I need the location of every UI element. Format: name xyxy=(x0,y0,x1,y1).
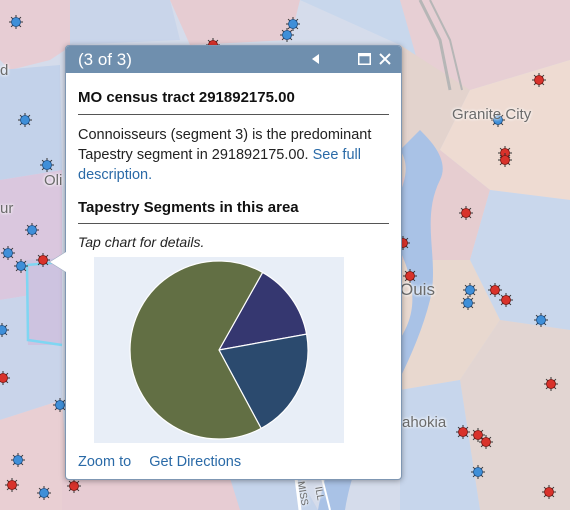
close-button[interactable] xyxy=(377,51,393,67)
map-marker xyxy=(37,486,51,500)
map-marker xyxy=(280,28,294,42)
map-label-ur: ur xyxy=(0,200,14,217)
map-marker xyxy=(471,428,485,442)
pie-slice[interactable] xyxy=(218,333,309,430)
map-marker xyxy=(40,158,54,172)
close-icon xyxy=(379,53,391,65)
map-region xyxy=(70,0,180,45)
info-popup: (3 of 3) MO census tract 291892175.00 Co… xyxy=(50,45,402,480)
map-marker xyxy=(36,253,50,267)
map-marker xyxy=(403,269,417,283)
map-markers xyxy=(0,15,558,500)
pie-slice[interactable] xyxy=(129,260,264,440)
map-marker xyxy=(542,485,556,499)
map-marker xyxy=(463,283,477,297)
map-marker xyxy=(479,435,493,449)
map-marker xyxy=(532,73,546,87)
map-marker xyxy=(491,113,505,127)
popup-actions: Zoom to Get Directions xyxy=(78,454,255,470)
map-region xyxy=(400,380,480,510)
map-marker xyxy=(459,206,473,220)
map-marker xyxy=(498,153,512,167)
segment-description: Connoisseurs (segment 3) is the predomin… xyxy=(78,125,389,185)
maximize-icon xyxy=(357,53,371,65)
popup-pointer xyxy=(50,252,66,272)
map-marker xyxy=(5,478,19,492)
map-region xyxy=(400,0,570,90)
segments-heading: Tapestry Segments in this area xyxy=(78,199,389,224)
map-marker xyxy=(499,293,513,307)
map-marker xyxy=(67,479,81,493)
see-full-description-link[interactable]: See full description. xyxy=(78,147,361,183)
map-marker xyxy=(471,465,485,479)
map-marker xyxy=(1,246,15,260)
previous-feature-button[interactable] xyxy=(308,51,324,67)
map-region xyxy=(170,0,300,45)
description-text: Connoisseurs (segment 3) is the predomin… xyxy=(78,127,372,163)
map-marker xyxy=(11,453,25,467)
maximize-button[interactable] xyxy=(356,51,372,67)
map-marker xyxy=(286,17,300,31)
map-label-ill: ILL xyxy=(312,485,326,502)
tapestry-pie-chart[interactable] xyxy=(94,257,344,443)
map-region xyxy=(460,320,570,510)
map-label-cahokia: ahokia xyxy=(402,414,447,431)
tap-chart-hint: Tap chart for details. xyxy=(78,234,205,250)
map-marker xyxy=(18,113,32,127)
map-marker xyxy=(25,223,39,237)
map-region xyxy=(0,65,62,180)
map-label-oli: Oli xyxy=(44,172,63,189)
pie-chart-svg[interactable] xyxy=(94,257,344,443)
map-region xyxy=(0,400,70,510)
get-directions-link[interactable]: Get Directions xyxy=(149,454,242,470)
map-marker xyxy=(544,377,558,391)
map-marker xyxy=(461,296,475,310)
map-marker xyxy=(0,371,10,385)
map-marker xyxy=(9,15,23,29)
map-marker xyxy=(534,313,548,327)
rail-line xyxy=(418,0,452,91)
pie-slice[interactable] xyxy=(217,271,308,351)
map-marker xyxy=(456,425,470,439)
popup-titlebar: (3 of 3) xyxy=(66,46,401,73)
zoom-to-link[interactable]: Zoom to xyxy=(78,454,132,470)
map-marker xyxy=(14,259,28,273)
tract-title: MO census tract 291892175.00 xyxy=(78,89,389,115)
map-region xyxy=(440,60,570,200)
map-region xyxy=(25,258,62,345)
map-marker xyxy=(0,322,9,337)
river xyxy=(318,130,443,510)
map-label-granite-city: Granite City xyxy=(452,106,532,123)
popup-counter: (3 of 3) xyxy=(78,50,132,69)
popup-content: MO census tract 291892175.00 Connoisseur… xyxy=(78,73,389,250)
map-marker xyxy=(488,283,502,297)
map-label-d: d xyxy=(0,62,9,79)
map-label-louis: Ouis xyxy=(400,280,435,299)
triangle-left-icon xyxy=(312,54,319,64)
rail-line xyxy=(429,0,463,91)
map-region xyxy=(300,0,420,120)
